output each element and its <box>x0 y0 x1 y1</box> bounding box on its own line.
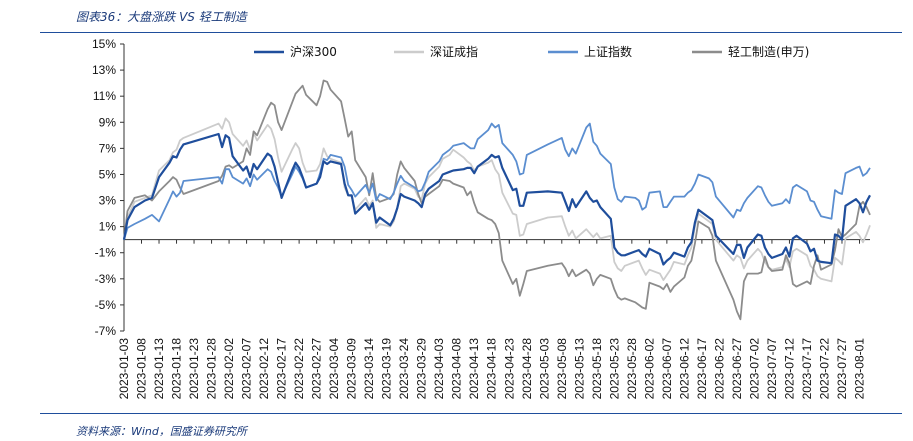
x-tick-label: 2023-06-27 <box>730 338 744 400</box>
x-tick-label: 2023-04-08 <box>450 338 464 400</box>
x-tick-label: 2023-06-07 <box>660 338 674 400</box>
x-tick-label: 2023-01-03 <box>117 338 131 400</box>
x-tick-label: 2023-03-24 <box>397 338 411 400</box>
x-tick-label: 2023-02-07 <box>240 338 254 400</box>
x-tick-label: 2023-08-01 <box>852 338 866 400</box>
x-tick-label: 2023-05-08 <box>555 338 569 400</box>
x-tick-label: 2023-01-23 <box>187 338 201 400</box>
x-tick-label: 2023-04-28 <box>520 338 534 400</box>
x-tick-label: 2023-05-28 <box>625 338 639 400</box>
x-tick-label: 2023-04-03 <box>432 338 446 400</box>
series-layer <box>122 79 871 321</box>
x-tick-label: 2023-02-27 <box>310 338 324 400</box>
x-tick-label: 2023-01-28 <box>205 338 219 400</box>
x-tick-label: 2023-07-12 <box>782 338 796 400</box>
series-line-1 <box>123 117 871 283</box>
y-tick-label: -3% <box>95 272 117 286</box>
x-tick-label: 2023-03-04 <box>327 338 341 400</box>
y-tick-label: -1% <box>95 246 117 260</box>
x-tick-label: 2023-03-29 <box>415 338 429 400</box>
x-tick-label: 2023-04-13 <box>467 338 481 400</box>
x-tick-label: 2023-04-23 <box>502 338 516 400</box>
x-tick-label: 2023-07-27 <box>835 338 849 400</box>
x-tick-label: 2023-01-13 <box>152 338 166 400</box>
x-tick-label: 2023-05-18 <box>590 338 604 400</box>
y-tick-label: 3% <box>99 194 117 208</box>
y-tick-label: 9% <box>99 115 117 129</box>
chart-caption: 图表36：大盘涨跌 VS 轻工制造 <box>76 10 247 24</box>
y-tick-label: -7% <box>95 324 117 338</box>
source-note: 资料来源：Wind，国盛证券研究所 <box>76 425 247 438</box>
bottom-rule <box>40 413 902 414</box>
legend: 沪深300 深证成指 上证指数 轻工制造(申万) <box>254 44 809 59</box>
legend-label-1: 深证成指 <box>430 44 478 59</box>
x-tick-label: 2023-02-02 <box>222 338 236 400</box>
x-tick-label: 2023-06-12 <box>677 338 691 400</box>
series-line-0 <box>122 132 871 266</box>
legend-label-2: 上证指数 <box>584 44 632 59</box>
legend-label-0: 沪深300 <box>290 45 337 59</box>
x-tick-label: 2023-06-17 <box>695 338 709 400</box>
x-tick-label: 2023-02-12 <box>257 338 271 400</box>
x-tick-label: 2023-06-02 <box>642 338 656 400</box>
x-tick-label: 2023-07-07 <box>765 338 779 400</box>
y-tick-label: 13% <box>92 63 116 77</box>
y-tick-label: 11% <box>93 89 116 103</box>
top-rule <box>40 32 902 33</box>
x-tick-label: 2023-04-18 <box>485 338 499 400</box>
x-tick-label: 2023-05-23 <box>607 338 621 400</box>
x-tick-label: 2023-01-18 <box>170 338 184 400</box>
x-tick-label: 2023-02-22 <box>292 338 306 400</box>
series-line-2 <box>123 122 871 240</box>
y-tick-label: 1% <box>99 220 117 234</box>
x-tick-label: 2023-02-17 <box>275 338 289 400</box>
x-tick-label: 2023-05-13 <box>572 338 586 400</box>
x-tick-label: 2023-07-22 <box>817 338 831 400</box>
axis-layer: -7% -5% -3% -1% 1% 3% 5% 7% 9% 11% 13% 15% 2023-01-0… <box>92 37 870 399</box>
x-tick-label: 2023-01-08 <box>135 338 149 400</box>
x-tick-label: 2023-06-22 <box>712 338 726 400</box>
x-tick-label: 2023-07-02 <box>747 338 761 400</box>
x-tick-label: 2023-07-17 <box>800 338 814 400</box>
x-tick-label: 2023-03-14 <box>362 338 376 400</box>
x-tick-label: 2023-03-19 <box>380 338 394 400</box>
y-tick-label: 5% <box>99 167 117 181</box>
y-tick-label: 7% <box>99 141 117 155</box>
x-tick-label: 2023-05-03 <box>537 338 551 400</box>
x-tick-label: 2023-03-09 <box>345 338 359 400</box>
y-tick-label: -5% <box>95 298 117 312</box>
legend-label-3: 轻工制造(申万) <box>728 45 809 59</box>
y-tick-label: 15% <box>92 37 116 51</box>
series-line-3 <box>123 79 871 321</box>
